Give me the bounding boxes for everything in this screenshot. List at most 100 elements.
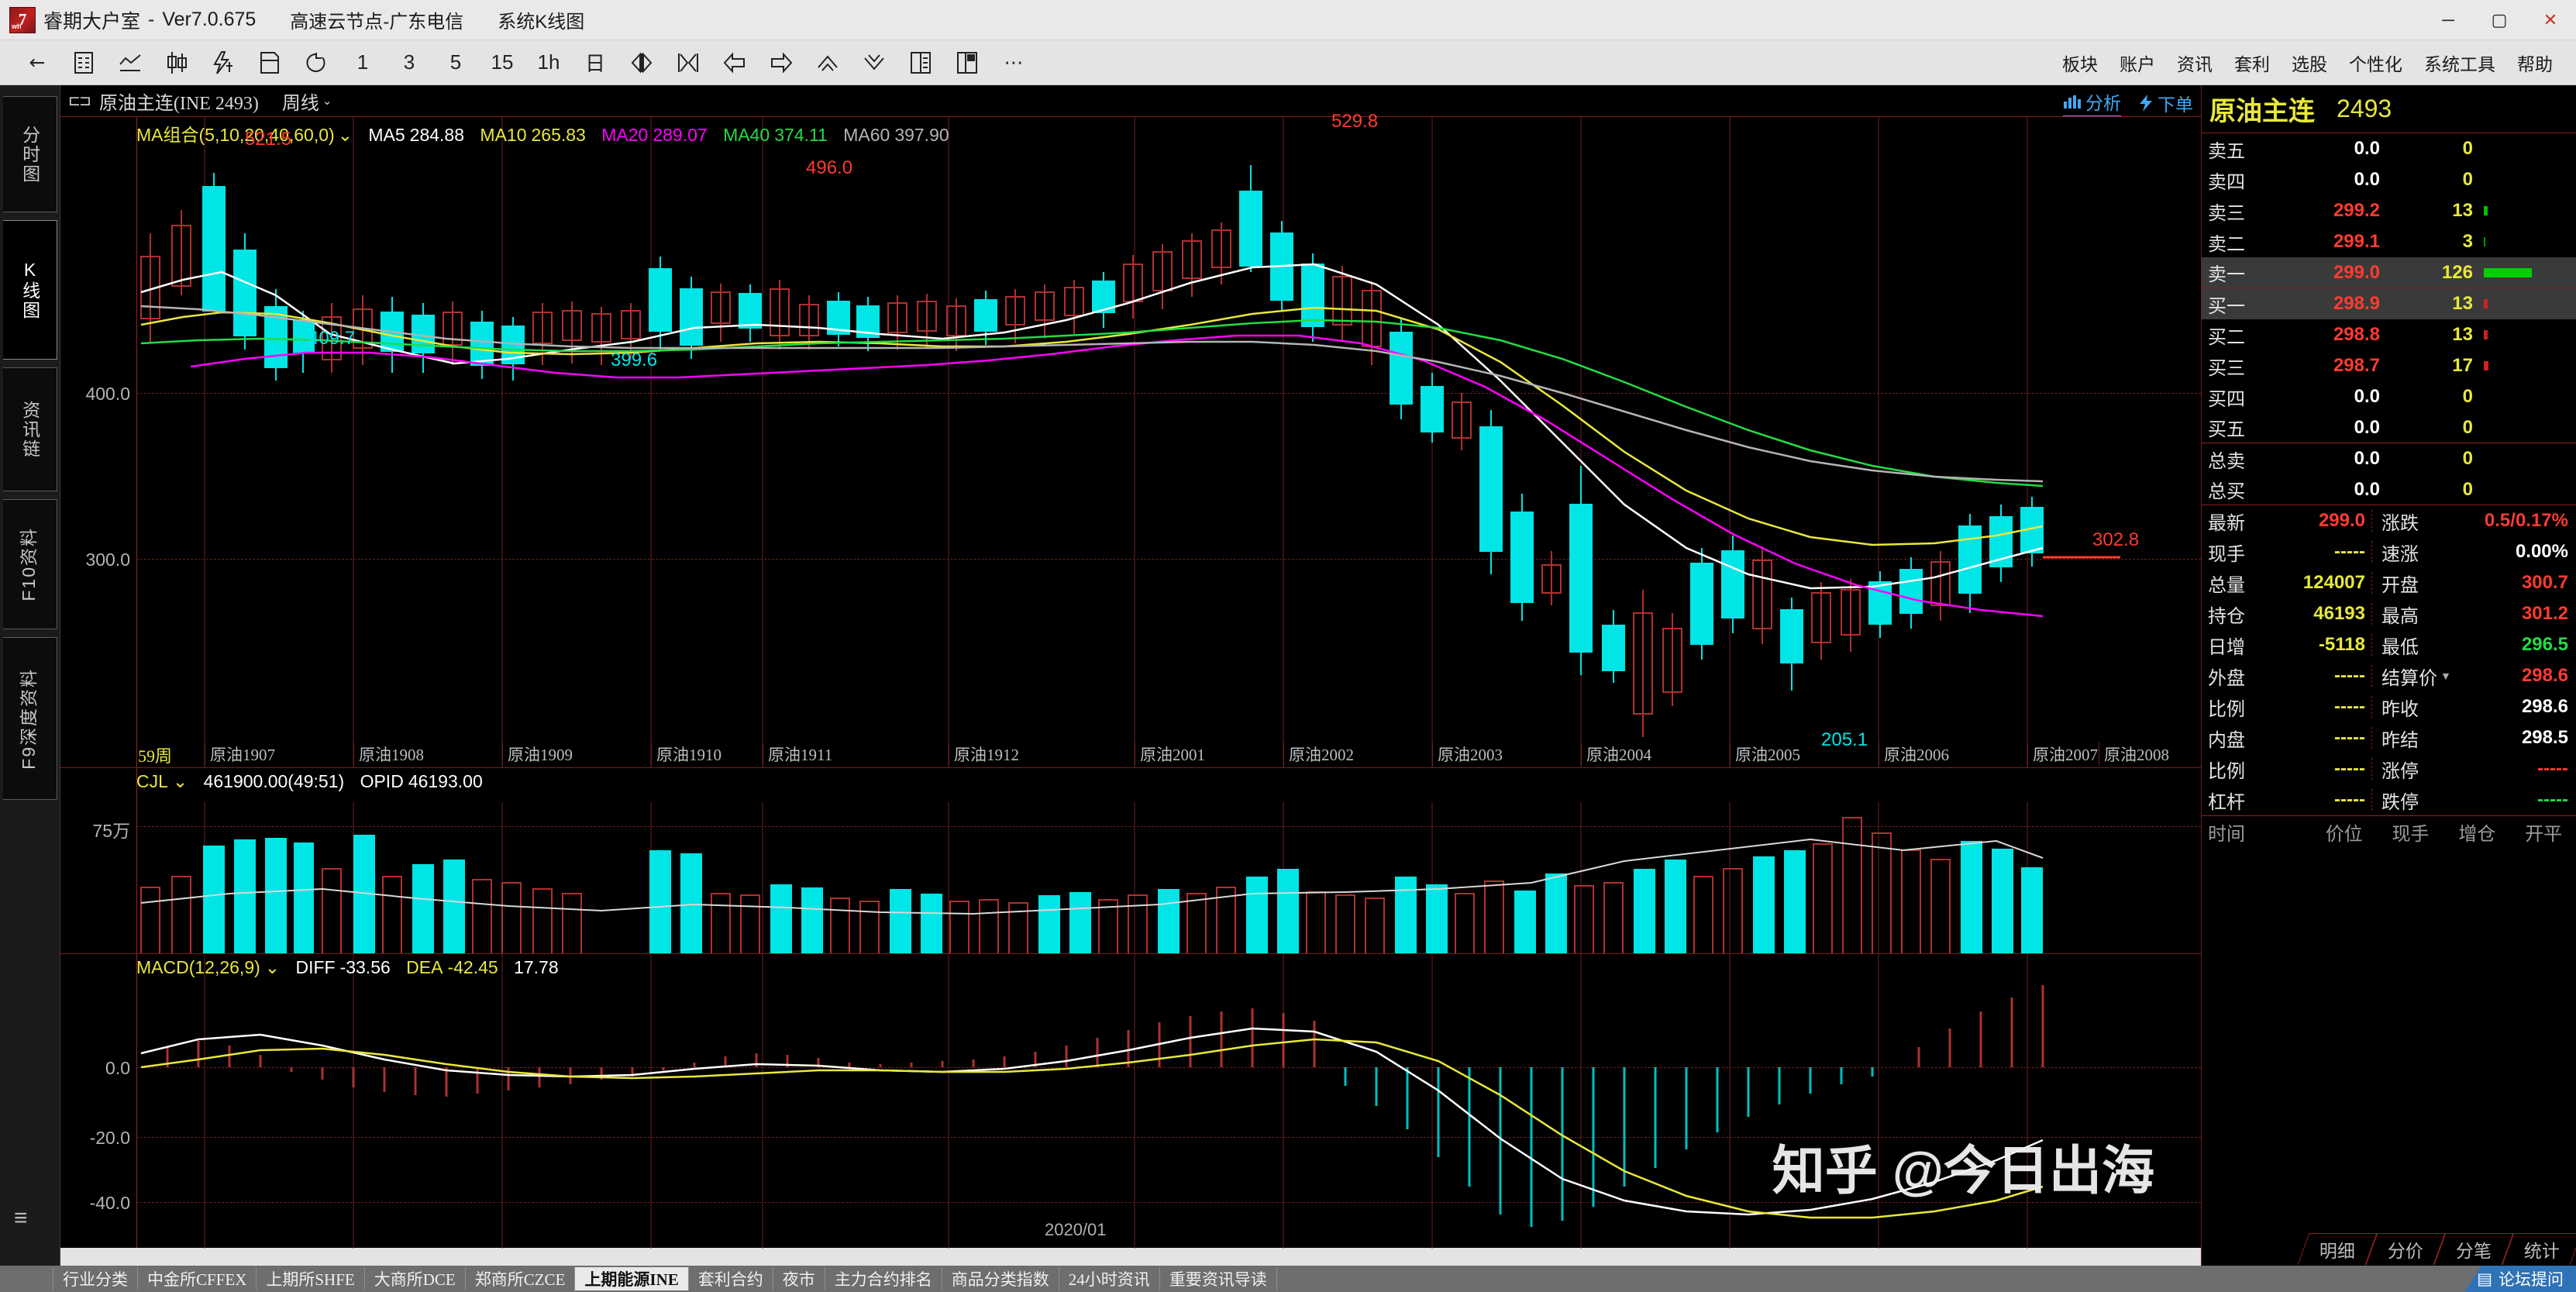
price-chart-panel[interactable]: 400.0 300.0 MA组合(5,10,20,40,60,0) ⌄ MA5 28…: [60, 111, 2201, 768]
minimize-button[interactable]: ─: [2442, 10, 2454, 29]
period-5min-button[interactable]: 5: [449, 50, 462, 74]
tab-tick[interactable]: 分笔: [2433, 1232, 2514, 1265]
period-selector[interactable]: 周线: [281, 93, 319, 114]
back-arrow-icon[interactable]: ←: [29, 51, 46, 74]
ma-title[interactable]: MA组合(5,10,20,40,60,0): [136, 125, 335, 145]
order-book-row-sell4[interactable]: 卖四 0.0 0: [2202, 164, 2576, 195]
sidebar-item-newsfeed[interactable]: 资讯链: [2, 367, 57, 491]
macd-gridline-minus40: [136, 1202, 2201, 1203]
macd-axis-line: [136, 954, 137, 1248]
period-15min-button[interactable]: 15: [491, 50, 514, 74]
bottom-tab-night-market[interactable]: 夜市: [773, 1267, 825, 1290]
arrow-right-icon[interactable]: [758, 45, 804, 81]
contract-label: 原油1911: [763, 742, 832, 766]
save-icon[interactable]: [246, 45, 293, 81]
chevron-down-icon[interactable]: ▼: [2440, 670, 2451, 682]
level-price: 0.0: [2354, 169, 2380, 190]
stat-label-change: 涨跌: [2381, 512, 2419, 534]
stat-value-prev-close: 298.6: [2521, 696, 2568, 717]
arrow-left-icon[interactable]: [711, 45, 758, 81]
order-book-row-buy4[interactable]: 买四 0.0 0: [2202, 381, 2576, 412]
ma-chevron-down-icon[interactable]: ⌄: [337, 125, 353, 145]
list-view-icon[interactable]: [60, 45, 107, 81]
period-3min-button[interactable]: 3: [403, 50, 415, 74]
chevron-down-icon[interactable]: ⌄: [322, 95, 332, 108]
stat-value-daily-change: -5118: [2276, 634, 2372, 656]
period-1min-button[interactable]: 1: [356, 50, 369, 74]
stat-label-speed: 速涨: [2381, 543, 2419, 565]
volume-gridline: [136, 826, 2201, 827]
order-book-row-sell3[interactable]: 卖三 299.2 13: [2202, 195, 2576, 226]
tab-price-distribution[interactable]: 分价: [2365, 1232, 2446, 1265]
layout-split-icon[interactable]: [897, 45, 944, 81]
candlestick-icon[interactable]: [153, 45, 200, 81]
layout-panel-icon[interactable]: [944, 45, 990, 81]
menu-item-personalize[interactable]: 个性化: [2349, 54, 2402, 74]
bottom-tab-ine[interactable]: 上期能源INE: [575, 1267, 689, 1290]
macd-chart-panel[interactable]: MACD(12,26,9) ⌄ DIFF -33.56 DEA -42.45 17.7…: [60, 953, 2201, 1249]
macd-title[interactable]: MACD(12,26,9): [136, 957, 260, 977]
candlestick-series: [140, 117, 2120, 768]
order-book-row-buy5[interactable]: 买五 0.0 0: [2202, 412, 2576, 443]
arrow-down-icon[interactable]: [851, 45, 897, 81]
sidebar-item-kline[interactable]: K线图: [2, 220, 57, 360]
menu-item-stock-picker[interactable]: 选股: [2292, 54, 2327, 74]
bottom-tab-industry[interactable]: 行业分类: [53, 1267, 138, 1290]
bottom-tab-important-news[interactable]: 重要资讯导读: [1160, 1267, 1277, 1290]
menu-item-account[interactable]: 账户: [2120, 54, 2155, 74]
bottom-tab-commodity-index[interactable]: 商品分类指数: [942, 1267, 1059, 1290]
close-button[interactable]: ✕: [2543, 10, 2558, 29]
order-button[interactable]: 下单: [2138, 90, 2193, 116]
order-book-row-buy2[interactable]: 买二 298.8 13: [2202, 319, 2576, 350]
period-day-button[interactable]: 日: [584, 52, 605, 75]
maximize-button[interactable]: ▢: [2491, 10, 2508, 29]
menu-item-news[interactable]: 资讯: [2177, 54, 2213, 74]
tab-statistics[interactable]: 统计: [2502, 1232, 2576, 1265]
expand-icon[interactable]: ⊏⊐: [68, 92, 91, 109]
refresh-icon[interactable]: [293, 45, 339, 81]
volume-bars: [140, 802, 2044, 954]
order-book-row-buy1[interactable]: 买一 298.9 13: [2202, 288, 2576, 319]
level-label: 买五: [2208, 419, 2245, 440]
bottom-tab-dce[interactable]: 大商所DCE: [365, 1267, 466, 1290]
sidebar-item-timeline[interactable]: 分时图: [2, 96, 57, 212]
order-book-row-sell1[interactable]: 卖一 299.0 126: [2202, 257, 2576, 288]
menu-item-arbitrage[interactable]: 套利: [2234, 54, 2270, 74]
bottom-tab-main-contract-ranking[interactable]: 主力合约排名: [825, 1267, 942, 1290]
bottom-tab-shfe[interactable]: 上期所SHFE: [257, 1267, 365, 1290]
annotation-high-496: 496.0: [806, 157, 853, 178]
order-book-row-buy3[interactable]: 买三 298.7 17: [2202, 350, 2576, 381]
level-label: 卖一: [2208, 264, 2245, 285]
order-book-row-sell2[interactable]: 卖二 299.1 3: [2202, 226, 2576, 257]
period-1hour-button[interactable]: 1h: [537, 50, 560, 74]
sidebar-item-f9[interactable]: F9深度资料: [2, 637, 57, 800]
volume-title[interactable]: CJL: [136, 771, 168, 791]
tab-detail[interactable]: 明细: [2297, 1232, 2378, 1265]
volume-chart-panel[interactable]: CJL ⌄ 461900.00(49:51) OPID 46193.00 75万: [60, 767, 2201, 954]
volume-chevron-down-icon[interactable]: ⌄: [172, 771, 188, 791]
more-icon[interactable]: ⋯: [1004, 51, 1024, 74]
bottom-tab-czce[interactable]: 郑商所CZCE: [466, 1267, 576, 1290]
annotation-high-302: 302.8: [2092, 529, 2140, 550]
settlement-label-text: 结算价: [2381, 667, 2437, 689]
order-book-row-sell5[interactable]: 卖五 0.0 0: [2202, 133, 2576, 164]
menu-item-sectors[interactable]: 板块: [2062, 54, 2098, 74]
line-chart-icon[interactable]: [107, 45, 153, 81]
forum-button[interactable]: ▤ 论坛提问: [2464, 1266, 2576, 1292]
sidebar-item-f10[interactable]: F10资料: [2, 499, 57, 629]
bottom-tab-24h-news[interactable]: 24小时资讯: [1059, 1267, 1160, 1290]
lightning-order-icon[interactable]: [200, 45, 246, 81]
hamburger-menu-icon[interactable]: ≡: [14, 1205, 28, 1231]
stat-label-settlement[interactable]: 结算价 ▼: [2372, 663, 2457, 690]
menu-item-system-tools[interactable]: 系统工具: [2424, 54, 2495, 74]
macd-chevron-down-icon[interactable]: ⌄: [264, 957, 281, 977]
ma60-label: MA60: [843, 125, 890, 145]
bottom-tab-arbitrage[interactable]: 套利合约: [689, 1267, 773, 1290]
menu-item-help[interactable]: 帮助: [2517, 54, 2553, 74]
split-merge-icon[interactable]: [665, 45, 711, 81]
bottom-tab-cffex[interactable]: 中金所CFFEX: [138, 1267, 257, 1290]
split-left-icon[interactable]: [618, 45, 665, 81]
analysis-button[interactable]: 分析: [2063, 88, 2121, 117]
arrow-up-icon[interactable]: [804, 45, 851, 81]
stat-label-ratio1: 比例: [2208, 698, 2245, 720]
